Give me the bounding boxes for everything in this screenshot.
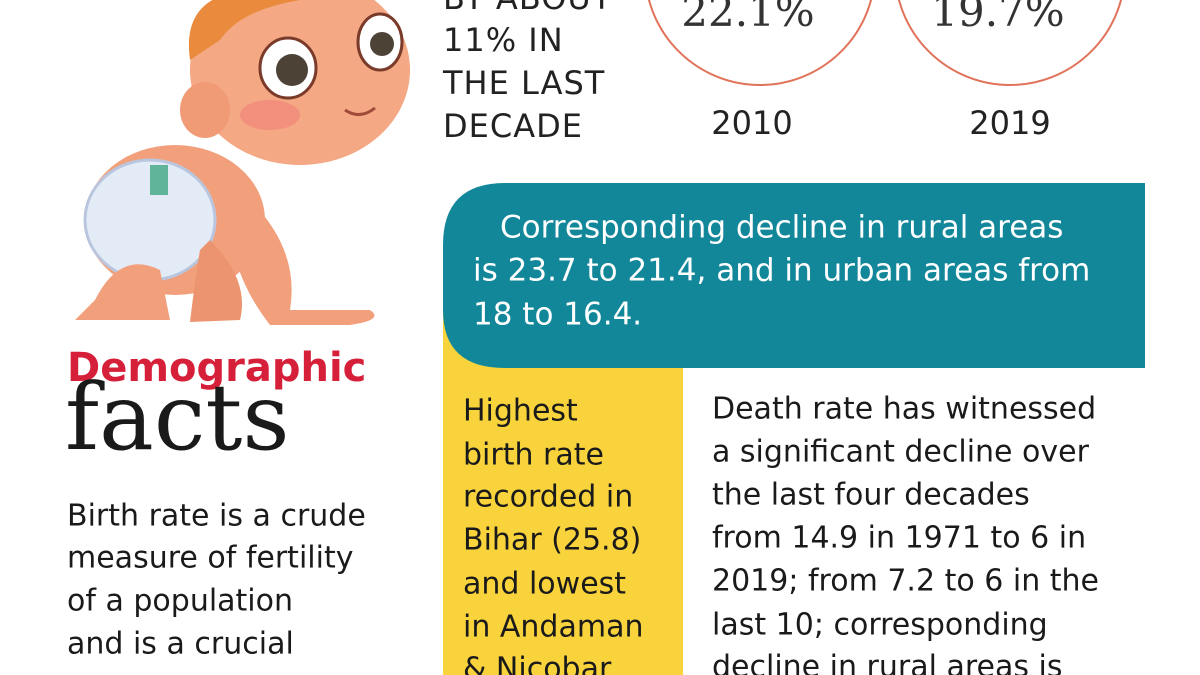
death-rate-line: a significant decline over	[712, 435, 1090, 470]
birth-rate-line: Highest	[463, 394, 578, 429]
lead-line: 11% IN	[443, 21, 564, 59]
title-line2: facts	[65, 364, 290, 471]
lead-line: DECADE	[443, 107, 583, 145]
death-rate-line: from 14.9 in 1971 to 6 in	[712, 521, 1086, 556]
birth-rate-line: and lowest	[463, 567, 626, 602]
birth-rate-line: birth rate	[463, 438, 604, 473]
stat-circle	[897, 0, 1123, 86]
birth-rate-line: Bihar (25.8)	[463, 523, 641, 558]
lead-line: THE LAST	[442, 64, 605, 102]
teal-panel	[443, 183, 1145, 368]
death-rate-line: 2019; from 7.2 to 6 in the	[712, 564, 1099, 599]
title-line1: Demographic	[67, 345, 366, 391]
death-rate-line: last 10; corresponding	[712, 608, 1048, 643]
note-line: is 23.7 to 21.4, and in urban areas from	[473, 253, 1090, 289]
definition-line: and is a crucial	[67, 627, 294, 662]
stat-value: 19.7%	[931, 0, 1064, 36]
birth-rate-line: in Andaman	[463, 610, 643, 645]
definition-line: of a population	[67, 584, 293, 619]
stat-year: 2019	[969, 104, 1050, 142]
note-line: 18 to 16.4.	[473, 297, 642, 333]
death-rate-line: decline in rural areas is	[712, 650, 1063, 675]
death-rate-line: the last four decades	[712, 478, 1030, 513]
note-line: Corresponding decline in rural areas	[500, 210, 1063, 246]
stat-circle	[647, 0, 873, 86]
definition-line: measure of fertility	[67, 541, 353, 576]
definition-line: Birth rate is a crude	[67, 499, 366, 534]
stat-year: 2010	[711, 104, 792, 142]
death-rate-line: Death rate has witnessed	[712, 392, 1096, 427]
lead-line: BY ABOUT	[443, 0, 612, 17]
baby-illustration	[75, 0, 410, 325]
birth-rate-line: & Nicobar	[463, 652, 612, 675]
stat-value: 22.1%	[681, 0, 814, 36]
birth-rate-line: recorded in	[463, 480, 633, 515]
